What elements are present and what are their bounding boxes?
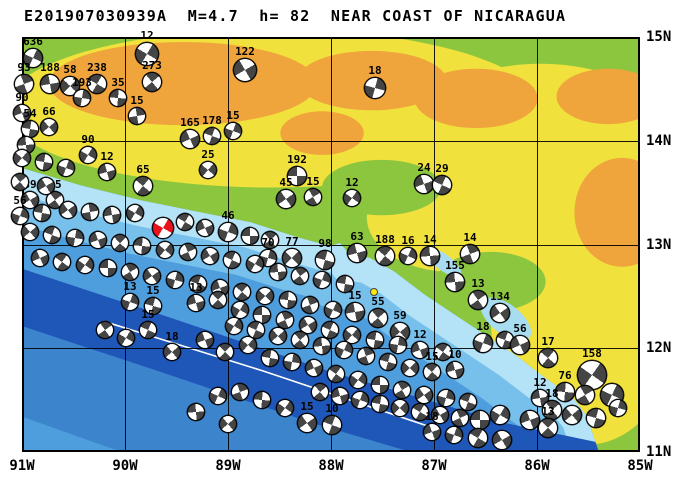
lon-label: 90W <box>112 458 138 474</box>
terrain-map <box>24 39 638 450</box>
page-title: E201907030939A M=4.7 h= 82 NEAR COAST OF… <box>24 7 567 25</box>
lat-label: 13N <box>646 236 672 253</box>
lat-label: 12N <box>646 340 672 357</box>
lat-label: 15N <box>646 29 672 45</box>
mountain-orange <box>556 68 638 125</box>
mountain-orange <box>414 68 538 129</box>
mountain-orange <box>574 157 638 267</box>
lon-label: 86W <box>524 458 550 474</box>
mountain-orange <box>48 41 318 126</box>
lon-label: 89W <box>215 458 241 474</box>
lon-label: 88W <box>318 458 344 474</box>
lon-label: 91W <box>9 458 35 474</box>
lat-label: 11N <box>646 444 672 460</box>
lon-label: 87W <box>421 458 447 474</box>
ocean-shelf-band <box>24 168 599 450</box>
ocean-deep-band <box>24 313 453 450</box>
mountain-orange <box>280 111 364 155</box>
map-frame <box>22 37 640 452</box>
lat-label: 14N <box>646 132 672 149</box>
lon-label: 85W <box>627 458 653 474</box>
lowland-green <box>436 251 546 312</box>
lowland-green <box>322 159 442 216</box>
